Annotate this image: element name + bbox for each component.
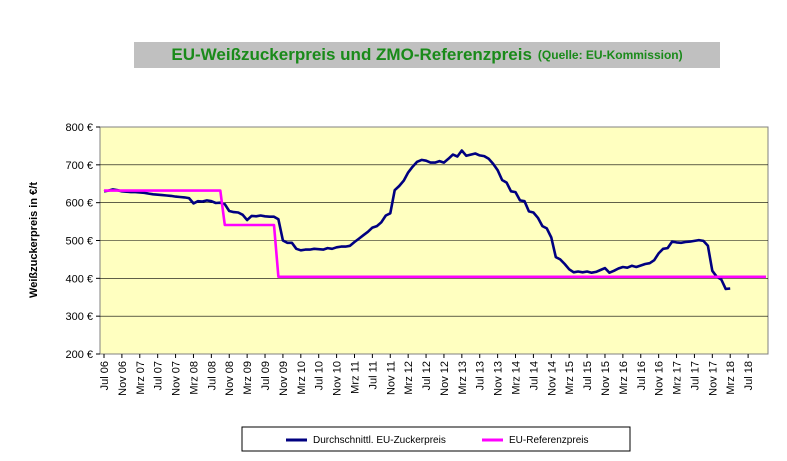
x-tick-label: Nov 14 (546, 361, 558, 396)
x-tick-label: Mrz 08 (188, 361, 200, 395)
x-tick-label: Nov 06 (117, 361, 129, 396)
x-tick-label: Mrz 16 (618, 361, 630, 395)
x-tick-label: Mrz 18 (725, 361, 737, 395)
x-tick-label: Jul 10 (314, 361, 326, 390)
x-tick-label: Mrz 15 (564, 361, 576, 395)
y-axis-label: Weißzuckerpreis in €/t (28, 182, 40, 298)
series-lines (103, 149, 766, 291)
x-tick-label: Mrz 07 (135, 361, 147, 395)
y-tick-label: 600 € (65, 198, 93, 210)
x-tick-label: Mrz 13 (457, 361, 469, 395)
y-tick-label: 500 € (65, 236, 93, 248)
gridlines (100, 164, 768, 317)
legend-label-referenzpreis: EU-Referenzpreis (509, 435, 588, 446)
x-tick-label: Mrz 11 (349, 361, 361, 394)
chart-title: EU-Weißzuckerpreis und ZMO-Referenzpreis (171, 45, 532, 64)
series-line-referenzpreis (104, 189, 766, 279)
x-tick-label: Jul 09 (260, 361, 272, 390)
legend-box (241, 426, 631, 452)
x-tick-label: Nov 10 (332, 361, 344, 396)
x-tick-label: Nov 12 (439, 361, 451, 396)
x-tick-label: Nov 07 (171, 361, 183, 396)
x-tick-label: Mrz 12 (403, 361, 415, 395)
x-tick-label: Jul 08 (206, 361, 218, 390)
y-axis-ticks: 200 € 300 € 400 € 500 € 600 € 700 € 800 € (65, 122, 100, 361)
chart-subtitle: (Quelle: EU-Kommission) (537, 48, 683, 62)
x-tick-label: Jul 17 (689, 361, 701, 390)
x-tick-label: Jul 11 (367, 361, 379, 390)
x-tick-label: Jul 14 (528, 361, 540, 390)
legend: Durchschnittl. EU-Zuckerpreis EU-Referen… (241, 426, 631, 452)
y-tick-label: 400 € (65, 273, 93, 285)
x-tick-label: Nov 13 (493, 361, 505, 396)
legend-label-zuckerpreis: Durchschnittl. EU-Zuckerpreis (313, 435, 446, 446)
x-tick-label: Nov 16 (654, 361, 666, 396)
x-tick-label: Jul 13 (475, 361, 487, 390)
x-tick-label: Jul 12 (421, 361, 433, 390)
x-tick-label: Mrz 09 (242, 361, 254, 395)
y-tick-label: 200 € (65, 349, 93, 361)
x-tick-label: Mrz 14 (511, 361, 523, 395)
x-tick-label: Nov 08 (224, 361, 236, 396)
x-tick-label: Mrz 10 (296, 361, 308, 395)
x-tick-label: Nov 17 (707, 361, 719, 396)
y-tick-label: 800 € (65, 122, 93, 134)
x-tick-label: Jul 18 (743, 361, 755, 390)
y-tick-label: 700 € (65, 160, 93, 172)
chart-title-box: EU-Weißzuckerpreis und ZMO-Referenzpreis… (134, 42, 720, 68)
x-tick-label: Jul 16 (636, 361, 648, 390)
x-tick-label: Mrz 17 (672, 361, 684, 395)
x-tick-label: Jul 15 (582, 361, 594, 390)
series-line-zuckerpreis (103, 149, 731, 291)
x-tick-label: Nov 11 (385, 361, 397, 395)
x-tick-label: Jul 07 (153, 361, 165, 390)
x-tick-label: Jul 06 (99, 361, 111, 390)
x-axis-ticks: Jul 06 Nov 06 Mrz 07 Jul 07 Nov 07 Mrz 08 Jul … (99, 354, 755, 396)
x-tick-label: Nov 09 (278, 361, 290, 396)
x-tick-label: Nov 15 (600, 361, 612, 396)
y-tick-label: 300 € (65, 311, 93, 323)
